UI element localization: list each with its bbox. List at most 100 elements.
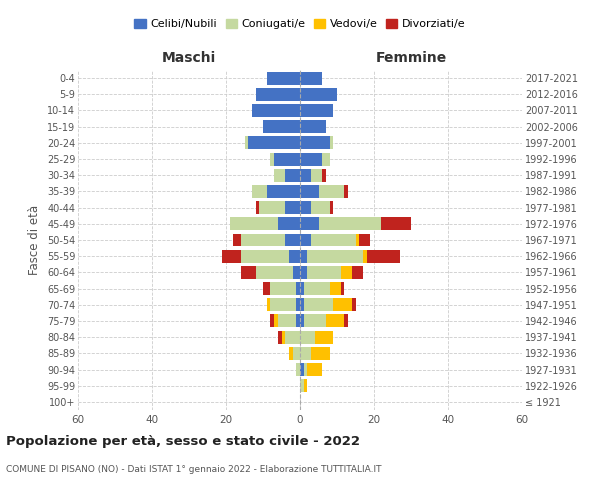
Bar	[300, 234, 311, 246]
Bar	[326, 314, 344, 328]
Bar	[300, 363, 304, 376]
Bar	[256, 266, 293, 279]
Bar	[285, 330, 300, 344]
Bar	[230, 218, 278, 230]
Bar	[300, 185, 319, 198]
Bar	[278, 218, 300, 230]
Bar	[304, 363, 307, 376]
Bar	[245, 136, 248, 149]
Bar	[304, 282, 329, 295]
Bar	[352, 266, 363, 279]
Bar	[256, 201, 259, 214]
Bar	[300, 152, 322, 166]
Bar	[322, 152, 329, 166]
Bar	[300, 314, 304, 328]
Bar	[296, 314, 300, 328]
Bar	[356, 234, 359, 246]
Bar	[329, 136, 334, 149]
Bar	[274, 152, 300, 166]
Bar	[300, 218, 319, 230]
Bar	[300, 201, 311, 214]
Bar	[241, 266, 256, 279]
Bar	[300, 136, 329, 149]
Bar	[289, 347, 293, 360]
Bar	[300, 379, 304, 392]
Bar	[307, 250, 363, 262]
Text: COMUNE DI PISANO (NO) - Dati ISTAT 1° gennaio 2022 - Elaborazione TUTTITALIA.IT: COMUNE DI PISANO (NO) - Dati ISTAT 1° ge…	[6, 465, 382, 474]
Bar	[259, 201, 285, 214]
Text: Maschi: Maschi	[162, 51, 216, 65]
Bar	[293, 347, 300, 360]
Bar	[233, 234, 241, 246]
Bar	[382, 218, 411, 230]
Bar	[300, 347, 311, 360]
Bar	[274, 314, 278, 328]
Bar	[223, 250, 241, 262]
Bar	[285, 201, 300, 214]
Legend: Celibi/Nubili, Coniugati/e, Vedovi/e, Divorziati/e: Celibi/Nubili, Coniugati/e, Vedovi/e, Di…	[130, 14, 470, 34]
Bar	[341, 266, 352, 279]
Bar	[307, 266, 341, 279]
Bar	[256, 88, 300, 101]
Bar	[352, 298, 356, 311]
Bar	[304, 379, 307, 392]
Bar	[304, 314, 326, 328]
Bar	[267, 185, 300, 198]
Bar	[263, 282, 271, 295]
Bar	[263, 120, 300, 133]
Bar	[300, 250, 307, 262]
Bar	[285, 169, 300, 181]
Bar	[300, 169, 311, 181]
Bar	[248, 136, 300, 149]
Bar	[300, 330, 315, 344]
Bar	[281, 330, 285, 344]
Bar	[293, 266, 300, 279]
Bar	[363, 250, 367, 262]
Bar	[344, 185, 348, 198]
Bar	[252, 185, 267, 198]
Bar	[278, 330, 281, 344]
Y-axis label: Anni di nascita: Anni di nascita	[597, 196, 600, 284]
Bar	[307, 363, 322, 376]
Bar	[300, 72, 322, 85]
Bar	[296, 363, 300, 376]
Text: Femmine: Femmine	[376, 51, 446, 65]
Bar	[274, 169, 285, 181]
Bar	[315, 330, 334, 344]
Bar	[359, 234, 370, 246]
Bar	[241, 250, 289, 262]
Bar	[344, 314, 348, 328]
Bar	[271, 298, 296, 311]
Bar	[271, 314, 274, 328]
Bar	[252, 104, 300, 117]
Bar	[278, 314, 296, 328]
Bar	[289, 250, 300, 262]
Bar	[267, 298, 271, 311]
Bar	[271, 152, 274, 166]
Bar	[367, 250, 400, 262]
Bar	[329, 201, 334, 214]
Bar	[311, 201, 329, 214]
Text: Popolazione per età, sesso e stato civile - 2022: Popolazione per età, sesso e stato civil…	[6, 435, 360, 448]
Bar	[285, 234, 300, 246]
Bar	[296, 298, 300, 311]
Bar	[300, 120, 326, 133]
Bar	[267, 72, 300, 85]
Bar	[319, 185, 344, 198]
Bar	[311, 169, 322, 181]
Bar	[319, 218, 382, 230]
Bar	[322, 169, 326, 181]
Bar	[304, 298, 334, 311]
Y-axis label: Fasce di età: Fasce di età	[28, 205, 41, 275]
Bar	[334, 298, 352, 311]
Bar	[300, 88, 337, 101]
Bar	[300, 104, 334, 117]
Bar	[300, 298, 304, 311]
Bar	[271, 282, 296, 295]
Bar	[311, 234, 356, 246]
Bar	[241, 234, 285, 246]
Bar	[300, 266, 307, 279]
Bar	[341, 282, 344, 295]
Bar	[329, 282, 341, 295]
Bar	[311, 347, 329, 360]
